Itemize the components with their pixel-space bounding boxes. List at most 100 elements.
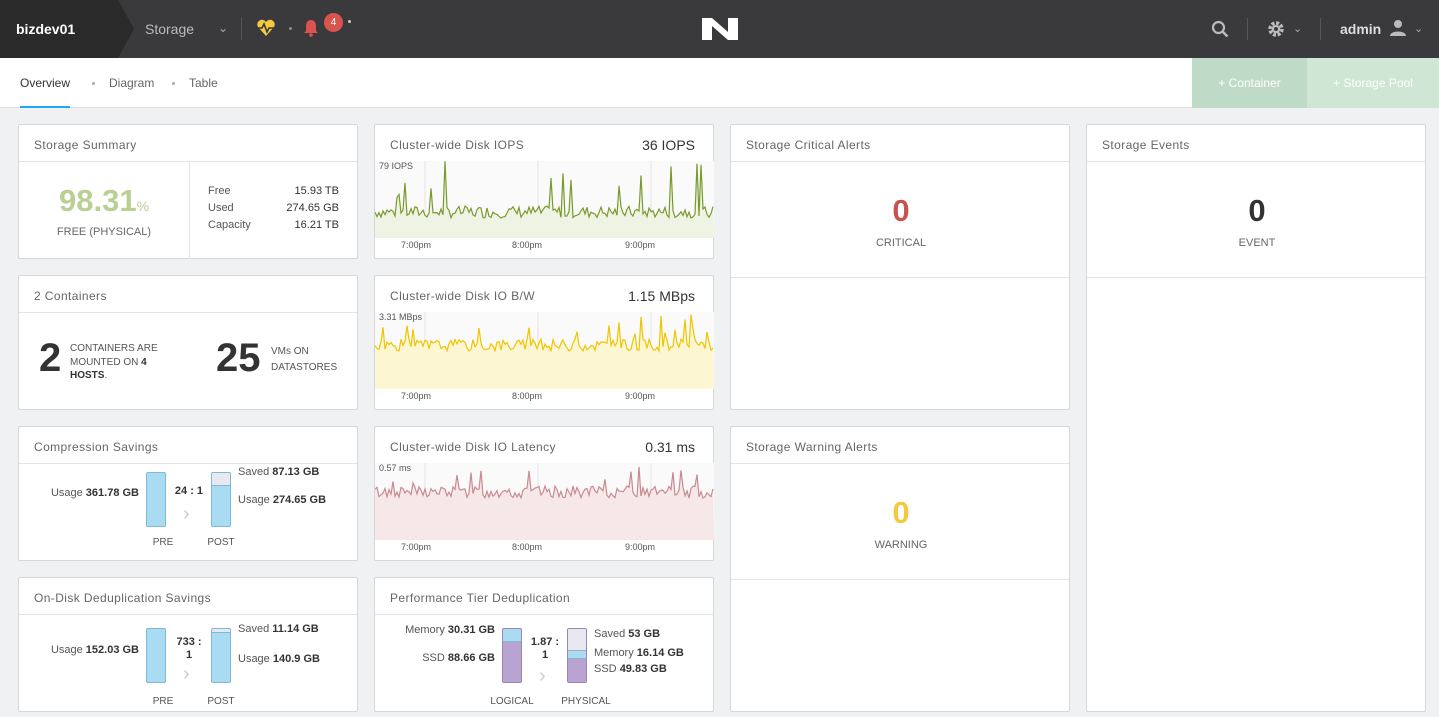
saved-value: 11.14 GB — [272, 623, 319, 635]
add-container-button[interactable]: + Container — [1192, 58, 1307, 108]
time-label: 8:00pm — [512, 542, 543, 552]
health-heart-icon[interactable] — [256, 18, 276, 38]
saved: Saved 87.13 GB — [238, 466, 319, 478]
panel-title: Cluster-wide Disk IO B/W — [390, 289, 535, 303]
chevron-down-icon[interactable]: ⌄ — [1414, 23, 1424, 35]
nav-storage-menu[interactable]: Storage — [145, 21, 195, 37]
event-count[interactable]: 0 — [1248, 193, 1266, 228]
panel-title: Storage Critical Alerts — [746, 138, 871, 152]
warning-alerts-panel[interactable]: Storage Warning Alerts 0 WARNING — [730, 426, 1071, 712]
series-area — [375, 161, 714, 238]
pre-usage: Usage 361.78 GB — [39, 487, 139, 499]
search-icon[interactable] — [1211, 20, 1229, 38]
post-usage: Usage 140.9 GB — [238, 653, 320, 665]
dedup-ratio-a: 733 : — [176, 636, 202, 648]
dedup-ratio-b: 1 — [185, 649, 193, 661]
sub-navigation: Overview Diagram Table + Container + Sto… — [0, 58, 1439, 108]
divider — [1087, 161, 1425, 162]
pre-usage-value: 152.03 GB — [85, 644, 139, 656]
cluster-name[interactable]: bizdev01 — [0, 0, 118, 58]
alert-count-badge[interactable]: 4 — [324, 13, 343, 32]
panel-title: On-Disk Deduplication Savings — [34, 591, 212, 605]
used-row-label: Used — [208, 202, 234, 214]
containers-panel[interactable]: 2 Containers 2 CONTAINERS ARE MOUNTED ON… — [18, 275, 358, 410]
post-bar-saved — [212, 473, 230, 486]
chevron-down-icon[interactable]: ⌄ — [1293, 23, 1303, 35]
chevron-right-icon: › — [539, 665, 546, 687]
post-usage-label: Usage — [238, 494, 270, 506]
performance-tier-dedup-panel[interactable]: Performance Tier Deduplication Memory 30… — [374, 577, 714, 712]
tab-overview[interactable]: Overview — [20, 58, 71, 108]
gear-icon[interactable] — [1266, 19, 1286, 39]
post-label: POST — [207, 696, 235, 707]
bell-icon[interactable] — [303, 19, 319, 37]
storage-summary-panel[interactable]: Storage Summary 98.31% FREE (PHYSICAL) F… — [18, 124, 358, 259]
capacity-row-value: 16.21 TB — [294, 219, 339, 231]
tab-table[interactable]: Table — [189, 76, 218, 90]
perf-ratio-a: 1.87 : — [530, 636, 560, 648]
iops-chart[interactable] — [375, 161, 714, 246]
chevron-down-icon[interactable]: ⌄ — [218, 21, 229, 35]
user-name[interactable]: admin — [1340, 21, 1382, 37]
time-label: 9:00pm — [625, 240, 656, 250]
memory-value: 16.14 GB — [636, 647, 684, 659]
status-dot — [348, 20, 351, 23]
tab-diagram[interactable]: Diagram — [109, 76, 155, 90]
bw-chart[interactable] — [375, 312, 714, 397]
post-usage-value: 140.9 GB — [272, 653, 320, 665]
capacity-row-label: Capacity — [208, 219, 251, 231]
time-label: 7:00pm — [401, 542, 432, 552]
series-area — [375, 466, 714, 540]
peak-label: 0.57 ms — [379, 463, 412, 473]
divider — [731, 579, 1071, 580]
peak-label: 3.31 MBps — [379, 312, 423, 322]
critical-alerts-panel[interactable]: Storage Critical Alerts 0 CRITICAL — [730, 124, 1071, 410]
pre-bar — [146, 472, 166, 527]
divider — [1087, 277, 1427, 278]
post-usage-label: Usage — [238, 653, 270, 665]
divider — [731, 161, 1069, 162]
tab-separator — [92, 82, 95, 85]
disk-latency-panel[interactable]: Cluster-wide Disk IO Latency 0.31 ms 0.5… — [374, 426, 714, 561]
hosts-count: 4 — [141, 357, 147, 368]
free-row-label: Free — [208, 185, 231, 197]
panel-title: 2 Containers — [34, 289, 107, 303]
time-label: 9:00pm — [625, 391, 656, 401]
disk-bw-panel[interactable]: Cluster-wide Disk IO B/W 1.15 MBps 3.31 … — [374, 275, 714, 410]
event-label: EVENT — [1238, 237, 1276, 249]
current-value: 0.31 ms — [645, 439, 695, 455]
used-row-value: 274.65 GB — [286, 202, 339, 214]
add-storage-pool-button[interactable]: + Storage Pool — [1307, 58, 1439, 108]
saved-label: Saved — [594, 628, 626, 640]
containers-text-a: CONTAINERS ARE — [70, 343, 158, 354]
time-label: 8:00pm — [512, 240, 543, 250]
user-icon[interactable] — [1389, 19, 1407, 37]
divider — [1320, 18, 1321, 40]
disk-iops-panel[interactable]: Cluster-wide Disk IOPS 36 IOPS 79 IOPS 7… — [374, 124, 714, 259]
time-label: 9:00pm — [625, 542, 656, 552]
logical-bar-memory — [503, 629, 521, 642]
free-row-value: 15.93 TB — [294, 185, 339, 197]
memory-value: 30.31 GB — [447, 624, 495, 636]
storage-events-panel[interactable]: Storage Events 0 EVENT — [1086, 124, 1427, 712]
saved-value: 53 GB — [628, 628, 661, 640]
divider — [731, 463, 1069, 464]
ssd-value: 88.66 GB — [447, 652, 495, 664]
post-bar — [211, 628, 231, 683]
saved-label: Saved — [238, 623, 270, 635]
warning-count[interactable]: 0 — [892, 495, 910, 530]
on-disk-dedup-panel[interactable]: On-Disk Deduplication Savings Usage 152.… — [18, 577, 358, 712]
containers-text-b: MOUNTED ON 4 — [70, 357, 147, 368]
period: . — [104, 370, 108, 381]
container-count: 2 — [39, 336, 62, 380]
panel-title: Cluster-wide Disk IO Latency — [390, 440, 556, 454]
compression-savings-panel[interactable]: Compression Savings Usage 361.78 GB 24 :… — [18, 426, 358, 561]
divider — [189, 162, 190, 259]
physical-memory: Memory 16.14 GB — [594, 647, 684, 659]
critical-count[interactable]: 0 — [892, 193, 910, 228]
physical-ssd: SSD 49.83 GB — [594, 663, 667, 675]
pre-usage: Usage 152.03 GB — [39, 644, 139, 656]
separator-dot — [289, 27, 292, 30]
latency-chart[interactable] — [375, 463, 714, 548]
logical-label: LOGICAL — [490, 696, 534, 707]
